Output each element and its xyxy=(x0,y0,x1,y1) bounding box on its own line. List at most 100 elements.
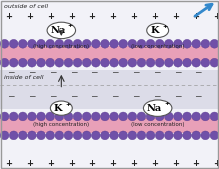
Text: +: + xyxy=(164,101,170,106)
Ellipse shape xyxy=(128,39,137,48)
Text: −: − xyxy=(153,91,160,100)
Ellipse shape xyxy=(28,131,36,140)
Ellipse shape xyxy=(82,58,91,67)
Ellipse shape xyxy=(18,112,27,121)
Ellipse shape xyxy=(101,131,109,140)
Ellipse shape xyxy=(155,131,164,140)
Ellipse shape xyxy=(110,39,118,48)
Text: +: + xyxy=(130,159,137,168)
Text: +: + xyxy=(213,159,219,168)
Text: inside of cell: inside of cell xyxy=(4,75,44,80)
Ellipse shape xyxy=(92,39,100,48)
Text: −: − xyxy=(90,67,98,76)
Ellipse shape xyxy=(155,112,164,121)
Ellipse shape xyxy=(92,131,100,140)
Bar xyxy=(0,118,219,133)
Ellipse shape xyxy=(137,39,146,48)
Ellipse shape xyxy=(0,131,9,140)
Text: −: − xyxy=(49,67,56,76)
Ellipse shape xyxy=(143,100,172,116)
Ellipse shape xyxy=(55,112,64,121)
Ellipse shape xyxy=(9,58,18,67)
Ellipse shape xyxy=(92,112,100,121)
Ellipse shape xyxy=(28,112,36,121)
Ellipse shape xyxy=(201,131,210,140)
Ellipse shape xyxy=(46,39,55,48)
Text: −: − xyxy=(7,91,15,100)
Text: −: − xyxy=(194,67,202,76)
Ellipse shape xyxy=(82,39,91,48)
Text: +: + xyxy=(47,11,54,21)
Text: +: + xyxy=(193,11,200,21)
Ellipse shape xyxy=(37,112,46,121)
Ellipse shape xyxy=(110,112,118,121)
Text: +: + xyxy=(109,11,116,21)
Bar xyxy=(0,143,219,169)
Ellipse shape xyxy=(64,112,73,121)
Ellipse shape xyxy=(28,39,36,48)
Ellipse shape xyxy=(173,112,182,121)
Text: (high concentration): (high concentration) xyxy=(33,122,89,127)
Ellipse shape xyxy=(137,58,146,67)
Ellipse shape xyxy=(0,58,9,67)
Ellipse shape xyxy=(119,131,127,140)
Ellipse shape xyxy=(137,112,146,121)
Ellipse shape xyxy=(28,58,36,67)
Bar xyxy=(0,70,219,109)
Ellipse shape xyxy=(18,131,27,140)
Text: −: − xyxy=(111,91,119,100)
Ellipse shape xyxy=(210,39,219,48)
Ellipse shape xyxy=(192,39,201,48)
Text: +: + xyxy=(5,159,12,168)
Ellipse shape xyxy=(0,112,9,121)
Text: −: − xyxy=(90,91,98,100)
Ellipse shape xyxy=(201,39,210,48)
Ellipse shape xyxy=(119,58,127,67)
Text: K: K xyxy=(54,104,62,113)
Ellipse shape xyxy=(55,39,64,48)
Ellipse shape xyxy=(192,131,201,140)
Ellipse shape xyxy=(50,101,72,115)
Ellipse shape xyxy=(210,131,219,140)
Ellipse shape xyxy=(155,58,164,67)
Bar xyxy=(0,46,219,61)
Ellipse shape xyxy=(82,131,91,140)
Ellipse shape xyxy=(146,131,155,140)
Ellipse shape xyxy=(37,58,46,67)
Ellipse shape xyxy=(164,58,173,67)
Text: −: − xyxy=(174,91,181,100)
Text: +: + xyxy=(172,11,179,21)
Text: +: + xyxy=(88,159,95,168)
Ellipse shape xyxy=(201,112,210,121)
Text: −: − xyxy=(153,67,160,76)
Text: (low concentration): (low concentration) xyxy=(131,44,184,49)
Text: outside of cell: outside of cell xyxy=(4,4,48,9)
Ellipse shape xyxy=(201,58,210,67)
Text: +: + xyxy=(162,24,167,29)
Ellipse shape xyxy=(173,131,182,140)
Text: +: + xyxy=(68,159,75,168)
Text: +: + xyxy=(68,23,73,28)
Ellipse shape xyxy=(73,112,82,121)
Ellipse shape xyxy=(210,58,219,67)
Ellipse shape xyxy=(18,39,27,48)
Ellipse shape xyxy=(146,112,155,121)
Text: −: − xyxy=(174,67,181,76)
Text: (low concentration): (low concentration) xyxy=(131,122,184,127)
Ellipse shape xyxy=(47,22,76,39)
Ellipse shape xyxy=(101,39,109,48)
Ellipse shape xyxy=(64,58,73,67)
Ellipse shape xyxy=(101,112,109,121)
Text: −: − xyxy=(132,67,140,76)
Ellipse shape xyxy=(146,58,155,67)
Ellipse shape xyxy=(37,39,46,48)
Ellipse shape xyxy=(192,112,201,121)
Ellipse shape xyxy=(183,131,191,140)
Ellipse shape xyxy=(146,39,155,48)
Text: −: − xyxy=(132,91,140,100)
Text: +: + xyxy=(109,159,116,168)
Text: +: + xyxy=(213,11,219,21)
Ellipse shape xyxy=(173,58,182,67)
Ellipse shape xyxy=(9,39,18,48)
Ellipse shape xyxy=(9,112,18,121)
